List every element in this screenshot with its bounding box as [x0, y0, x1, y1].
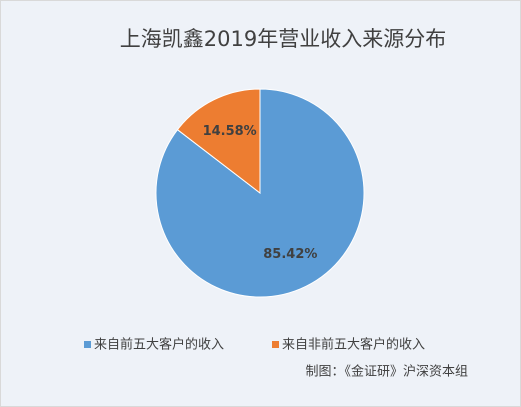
legend-label: 来自非前五大客户的收入	[282, 337, 425, 353]
legend-swatch	[84, 341, 91, 348]
data-label: 14.58%	[203, 124, 257, 139]
chart-title: 上海凯鑫2019年营业收入来源分布	[120, 27, 446, 51]
pie-slice	[155, 88, 365, 298]
legend-swatch	[272, 341, 279, 348]
data-label: 85.42%	[263, 247, 317, 262]
pie-slice	[176, 88, 261, 195]
legend-label: 来自前五大客户的收入	[94, 337, 224, 353]
source-note: 制图：《金证研》沪深资本组	[305, 364, 468, 380]
